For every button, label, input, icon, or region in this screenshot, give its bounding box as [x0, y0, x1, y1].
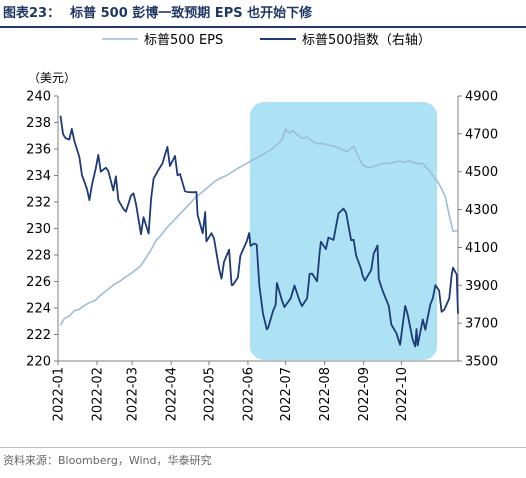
- x-tick-label: 2022-06: [241, 367, 256, 421]
- legend: 标普500 EPS 标普500指数（右轴）: [102, 33, 431, 48]
- left-tick-label: 220: [26, 355, 51, 370]
- x-tick-label: 2022-09: [357, 367, 372, 421]
- left-tick-label: 222: [26, 328, 51, 343]
- source-note: 资料来源：Bloomberg，Wind，华泰研究: [3, 454, 212, 467]
- source-divider: [0, 447, 526, 448]
- series-line-eps: [59, 128, 458, 326]
- series-layer: [59, 115, 459, 348]
- x-tick-label: 2022-05: [202, 367, 217, 421]
- left-tick-label: 234: [26, 169, 51, 184]
- title-divider: [0, 26, 526, 28]
- highlight-period-box: [249, 102, 438, 360]
- legend-item-eps-label: 标普500 EPS: [144, 33, 223, 48]
- x-tick-label: 2022-10: [395, 367, 410, 421]
- left-tick-label: 236: [26, 143, 51, 158]
- x-tick-label: 2022-04: [165, 367, 180, 421]
- left-tick-label: 224: [26, 302, 51, 317]
- right-tick-label: 4300: [465, 203, 498, 218]
- chart: （美元） 220 222 224 226 228 230 232 234 236 238 240 350…: [26, 33, 498, 421]
- right-tick-label: 4900: [465, 90, 498, 105]
- x-tick-label: 2022-07: [279, 367, 294, 421]
- x-tick-label: 2022-03: [126, 367, 141, 421]
- right-tick-label: 4500: [465, 165, 498, 180]
- figure-title-text: 标普 500 彭博一致预期 EPS 也开始下修: [70, 6, 313, 21]
- right-tick-label: 3500: [465, 355, 498, 370]
- left-tick-label: 230: [26, 222, 51, 237]
- x-tick-label: 2022-02: [90, 367, 105, 421]
- left-tick-label: 228: [26, 249, 51, 264]
- legend-item-index-label: 标普500指数（右轴）: [302, 33, 431, 48]
- x-tick-label: 2022-08: [318, 367, 333, 421]
- series-line-index: [59, 115, 459, 348]
- left-axis-unit: （美元）: [28, 71, 76, 85]
- figure-number: 图表23：: [3, 6, 61, 21]
- right-tick-label: 3900: [465, 279, 498, 294]
- left-tick-label: 240: [26, 90, 51, 105]
- left-tick-label: 232: [26, 196, 51, 211]
- left-tick-label: 238: [26, 116, 51, 131]
- axes: （美元） 220 222 224 226 228 230 232 234 236 238 240 350…: [26, 71, 498, 421]
- right-tick-label: 4100: [465, 241, 498, 256]
- figure-title: 图表23： 标普 500 彭博一致预期 EPS 也开始下修: [3, 4, 312, 24]
- highlight-layer: [249, 102, 438, 360]
- right-tick-label: 3700: [465, 317, 498, 332]
- left-tick-label: 226: [26, 275, 51, 290]
- right-tick-label: 4700: [465, 127, 498, 142]
- x-tick-label: 2022-01: [52, 367, 67, 421]
